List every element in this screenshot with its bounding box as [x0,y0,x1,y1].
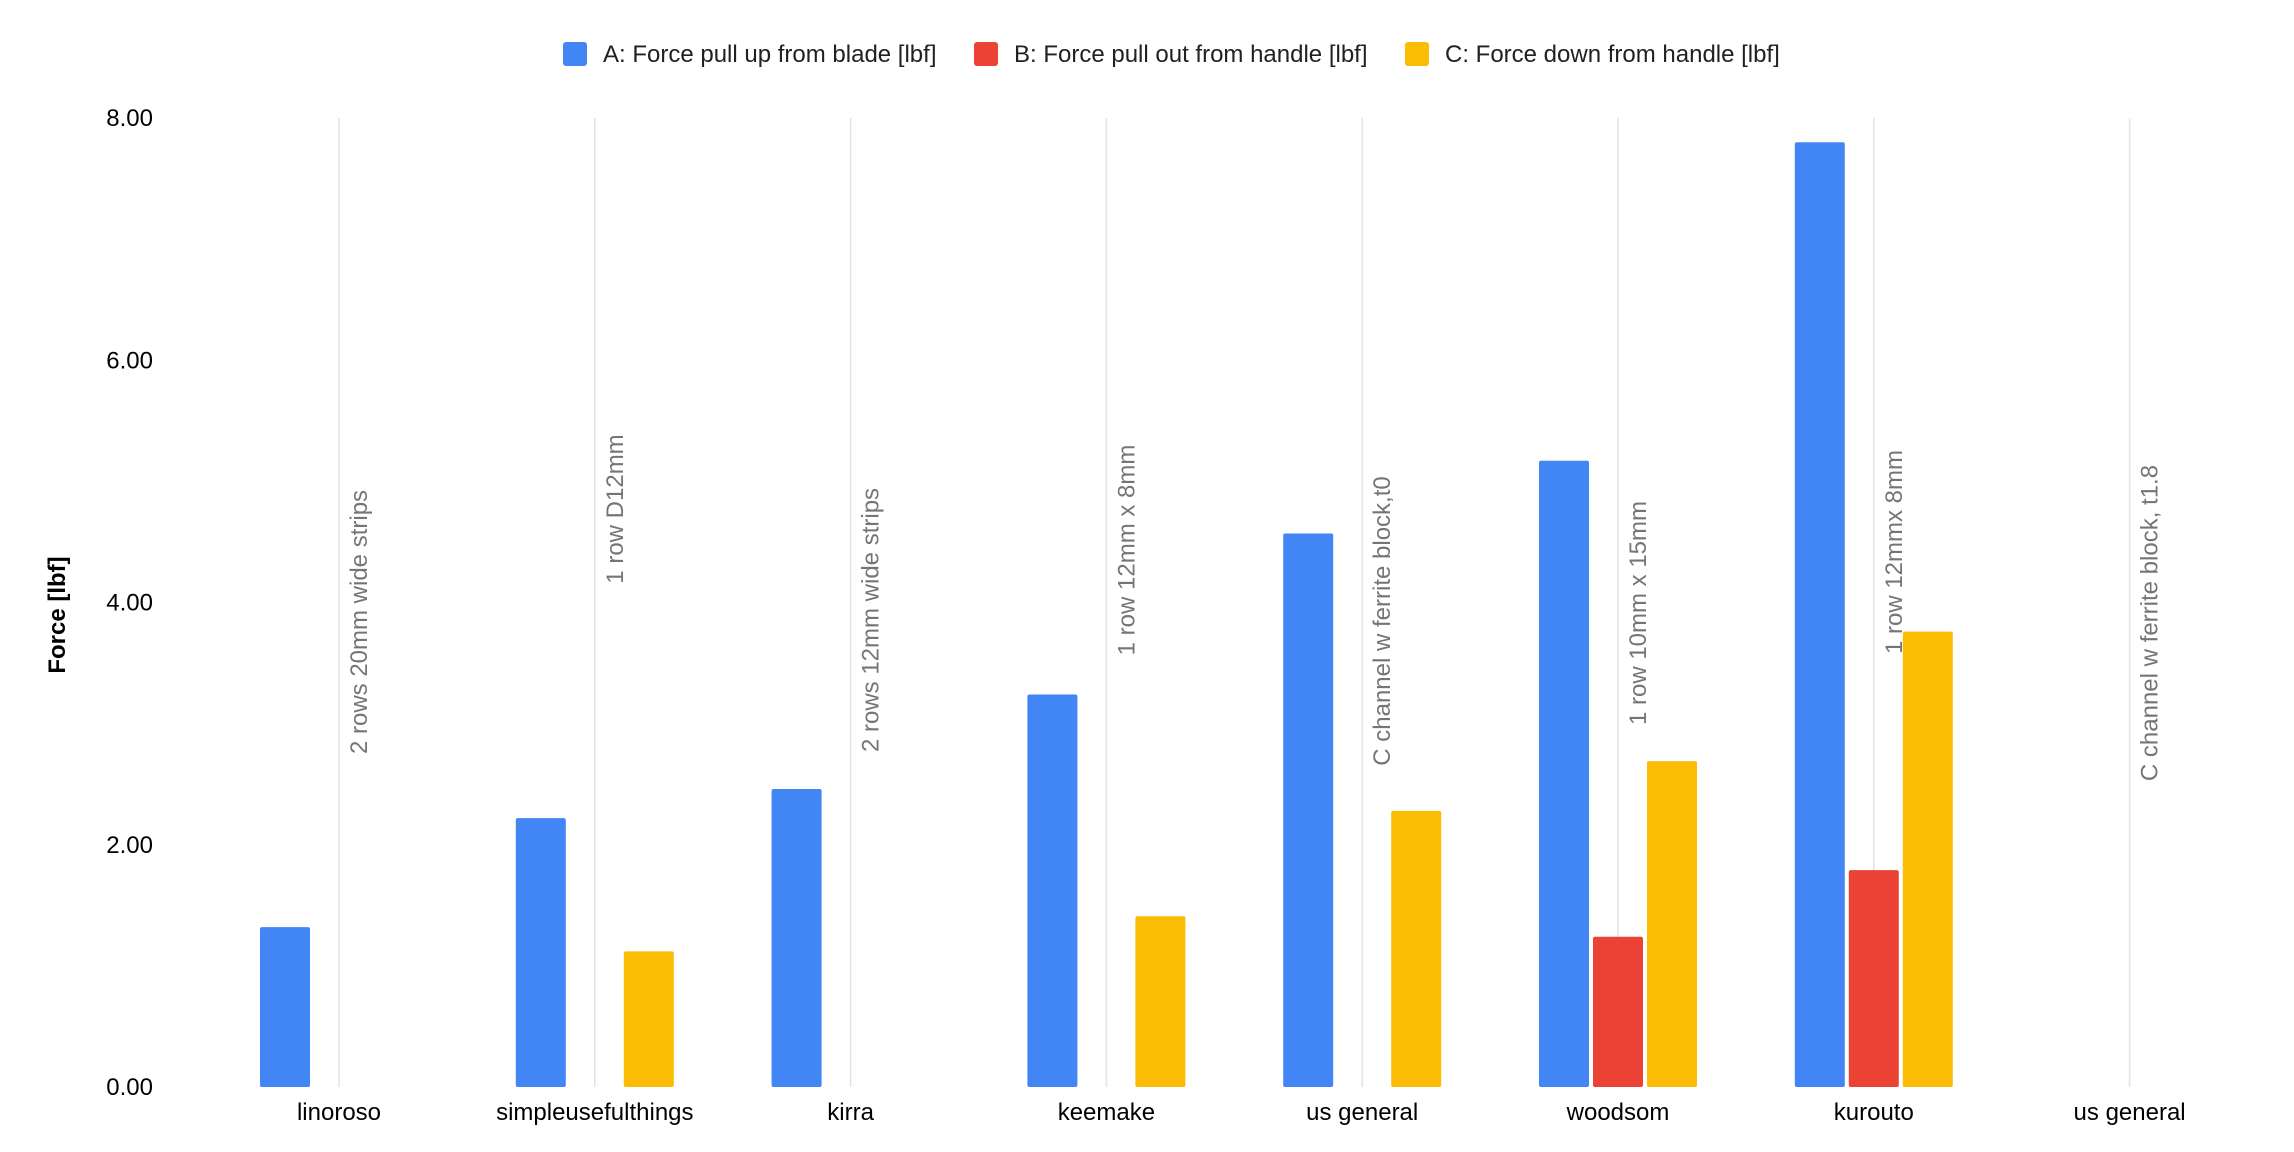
bar-c [1135,916,1186,1087]
y-tick-label: 8.00 [106,105,153,132]
bar-b [1848,870,1899,1087]
x-tick-label: us general [1306,1099,1418,1126]
annotation-label: 2 rows 20mm wide strips [346,490,373,754]
bar-c [1902,631,1953,1087]
x-tick-label: kurouto [1834,1099,1914,1126]
bar-b [1593,936,1643,1087]
y-axis-title: Force [lbf] [44,556,71,673]
bar-c [1647,761,1697,1087]
annotation-label: C channel w ferrite block,t0 [1369,476,1396,765]
annotation-label: C channel w ferrite block, t1.8 [2137,465,2164,781]
legend-label: A: Force pull up from blade [lbf] [603,41,937,68]
bar-a [1794,142,1845,1088]
bar-a [1283,533,1334,1087]
bar-a [1539,460,1589,1087]
y-tick-label: 2.00 [106,832,153,859]
annotation-label: 2 rows 12mm wide strips [858,488,885,752]
legend-swatch [1405,42,1429,66]
bar-c [1391,810,1442,1087]
bar-a [771,789,822,1087]
annotation-label: 1 row 10mm x 15mm [1625,501,1652,725]
x-tick-label: linoroso [297,1099,381,1126]
x-tick-label: us general [2074,1099,2186,1126]
x-tick-label: simpleusefulthings [496,1099,693,1126]
bar-a [260,927,310,1087]
legend-label: C: Force down from handle [lbf] [1445,41,1780,68]
y-tick-label: 4.00 [106,590,153,617]
y-tick-label: 6.00 [106,347,153,374]
y-tick-label: 0.00 [106,1074,153,1101]
legend-swatch [563,42,587,66]
x-tick-label: kirra [827,1099,874,1126]
bar-c [623,951,674,1087]
legend-swatch [974,42,998,66]
x-tick-label: woodsom [1566,1099,1670,1126]
annotation-label: 1 row 12mmx 8mm [1881,450,1908,654]
legend-label: B: Force pull out from handle [lbf] [1014,41,1368,68]
x-tick-label: keemake [1058,1099,1155,1126]
annotation-label: 1 row D12mm [602,434,629,583]
annotation-label: 1 row 12mm x 8mm [1113,445,1140,656]
bar-a [515,818,566,1087]
bar-a [1027,694,1078,1087]
